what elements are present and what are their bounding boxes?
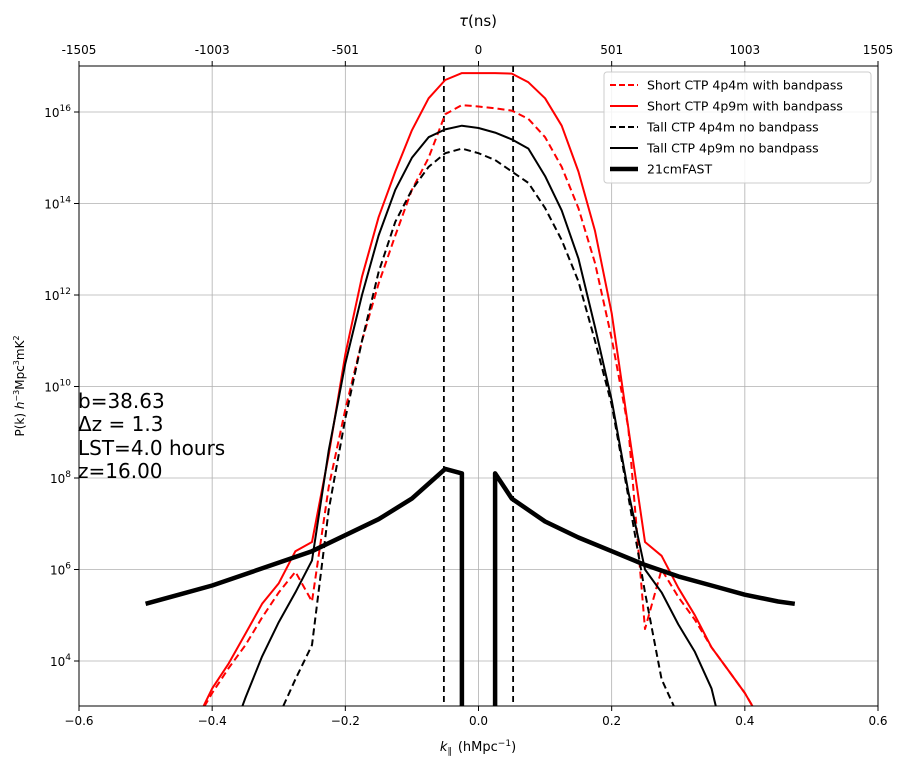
y-tick-label: 104 — [50, 653, 71, 669]
x-tick-label: −0.2 — [331, 714, 360, 728]
annotation-delta-z: Δz = 1.3 — [78, 412, 163, 436]
annotation-lst: LST=4.0 hours — [78, 436, 225, 460]
y-tick-label: 106 — [50, 562, 71, 578]
annotation-b: b=38.63 — [78, 389, 165, 413]
legend-label: 21cmFAST — [647, 162, 712, 177]
legend: Short CTP 4p4m with bandpass Short CTP 4p… — [603, 71, 872, 184]
legend-label: Short CTP 4p4m with bandpass — [647, 78, 843, 93]
series-line-3 — [241, 124, 717, 706]
x-tick-label: 0.2 — [602, 714, 621, 728]
y-tick-label: 1012 — [44, 287, 71, 303]
y-axis-label: P(k) h−3Mpc3mK2 — [12, 335, 27, 436]
x-tick-label: −0.6 — [64, 714, 93, 728]
y-axis-ticks: 104 106 108 1010 1012 1014 1016 — [44, 104, 79, 669]
y-tick-label: 108 — [50, 470, 71, 486]
x-axis-ticks: −0.6 −0.4 −0.2 0.0 0.2 0.4 0.6 — [64, 706, 888, 728]
top-axis-ticks: -1505 -1003 -501 0 501 1003 1505 — [62, 43, 894, 66]
series-line-1 — [202, 72, 754, 706]
legend-box — [603, 71, 872, 184]
top-tick-label: 1003 — [730, 43, 761, 57]
x-tick-label: 0.4 — [735, 714, 754, 728]
x-tick-label: 0.0 — [469, 714, 488, 728]
x-axis-label: k∥ (hMpc−1) — [440, 739, 516, 757]
y-tick-label: 1016 — [44, 104, 71, 120]
y-tick-label: 1010 — [44, 379, 71, 395]
x-tick-label: 0.6 — [868, 714, 887, 728]
data-layer — [145, 66, 796, 706]
top-tick-label: 1505 — [863, 43, 894, 57]
annotation-z: z=16.00 — [78, 459, 163, 483]
series-line-4 — [145, 466, 465, 706]
top-tick-label: -1003 — [195, 43, 230, 57]
top-tick-label: 501 — [600, 43, 623, 57]
legend-label: Tall CTP 4p4m no bandpass — [646, 120, 819, 135]
legend-label: Short CTP 4p9m with bandpass — [647, 99, 843, 114]
x-tick-label: −0.4 — [198, 714, 227, 728]
top-tick-label: -1505 — [62, 43, 97, 57]
top-tick-label: -501 — [332, 43, 359, 57]
annotation-block: b=38.63 Δz = 1.3 LST=4.0 hours z=16.00 — [78, 389, 225, 483]
series-line-0 — [203, 104, 754, 706]
series-line-4 — [492, 471, 796, 706]
top-tick-label: 0 — [475, 43, 483, 57]
legend-label: Tall CTP 4p9m no bandpass — [646, 141, 819, 156]
y-tick-label: 1014 — [44, 196, 71, 212]
top-axis-label: τ(ns) — [459, 12, 497, 30]
